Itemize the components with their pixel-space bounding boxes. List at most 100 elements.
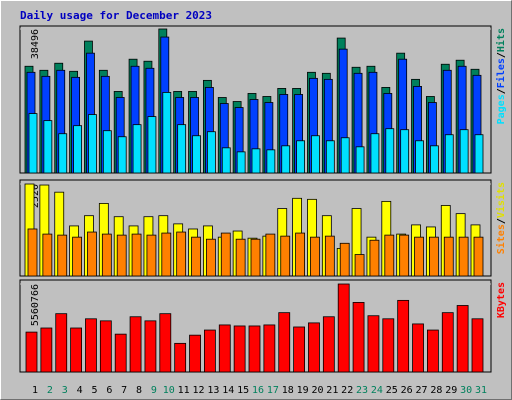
chart-title: Daily usage for December 2023: [20, 9, 212, 22]
bar: [57, 234, 68, 277]
bar: [28, 113, 38, 174]
bar: [352, 302, 365, 373]
x-tick-label: 7: [121, 385, 127, 396]
bar: [473, 236, 484, 277]
y-tick-label: 5560766: [30, 284, 41, 326]
x-tick-label: 15: [237, 385, 249, 396]
x-tick-label: 12: [193, 385, 205, 396]
x-tick-label: 2: [47, 385, 53, 396]
bar: [72, 236, 82, 277]
legend: Pages/Files/Hits: [495, 28, 507, 124]
bar: [322, 316, 335, 373]
x-tick-label: 26: [401, 385, 413, 396]
bar: [248, 325, 261, 373]
bar: [428, 236, 439, 277]
bar: [385, 128, 395, 174]
bar: [132, 124, 142, 174]
bar: [456, 305, 469, 373]
bar: [58, 133, 68, 174]
bar: [265, 233, 276, 277]
bar: [146, 234, 157, 277]
bar: [429, 145, 439, 174]
x-tick-label: 11: [178, 385, 190, 396]
x-tick-label: 30: [460, 385, 472, 396]
bar: [340, 137, 350, 174]
x-tick-label: 17: [267, 385, 279, 396]
bar: [458, 236, 469, 277]
bar: [250, 238, 261, 277]
bar: [310, 236, 320, 277]
bar: [117, 136, 127, 174]
legend-separator: /: [496, 52, 507, 58]
bar: [251, 148, 261, 174]
bar: [220, 232, 231, 277]
bar: [27, 228, 38, 277]
bar: [161, 232, 172, 277]
x-tick-label: 1: [32, 385, 38, 396]
y-tick-label: 38496: [30, 29, 41, 59]
bar: [459, 129, 469, 174]
bar: [99, 320, 112, 373]
bar: [147, 116, 157, 174]
bar: [474, 134, 484, 174]
bar: [102, 130, 112, 174]
legend-entry: Files: [495, 58, 507, 88]
bar: [73, 125, 82, 174]
bar: [367, 315, 380, 373]
x-tick-label: 28: [430, 385, 442, 396]
bar: [174, 342, 187, 373]
x-tick-label: 19: [297, 385, 309, 396]
bar: [281, 145, 291, 174]
x-tick-label: 9: [151, 385, 157, 396]
legend-separator: /: [496, 218, 507, 224]
legend: Sites/Visits: [495, 182, 507, 254]
bar: [206, 131, 216, 174]
bar: [355, 146, 365, 174]
bar: [400, 129, 410, 174]
bar: [114, 333, 127, 373]
x-tick-label: 27: [416, 385, 428, 396]
bar: [412, 323, 424, 373]
bar: [25, 331, 38, 373]
bar: [397, 299, 410, 373]
bar: [471, 318, 484, 373]
x-tick-label: 10: [163, 385, 175, 396]
bar: [192, 135, 201, 174]
bar: [43, 120, 53, 174]
x-tick-label: 6: [106, 385, 112, 396]
bar: [177, 124, 187, 174]
bar: [337, 283, 350, 373]
bar: [414, 236, 424, 277]
bar: [263, 324, 276, 373]
bar: [70, 327, 82, 373]
x-tick-label: 16: [252, 385, 264, 396]
bar: [278, 312, 291, 373]
x-tick-label: 20: [311, 385, 323, 396]
bar: [295, 232, 306, 277]
bar: [324, 235, 335, 277]
x-tick-label: 5: [91, 385, 97, 396]
bar: [40, 327, 53, 373]
legend-entry: Visits: [495, 182, 507, 218]
bar: [235, 238, 246, 277]
bar: [293, 326, 306, 373]
legend-entry: KBytes: [496, 282, 507, 318]
bar: [443, 236, 454, 277]
bar: [42, 233, 53, 277]
bar: [382, 318, 395, 373]
bar: [87, 231, 97, 277]
bar: [203, 329, 216, 373]
bar: [266, 149, 276, 174]
bar: [159, 313, 172, 373]
bar: [384, 234, 395, 277]
x-tick-label: 29: [445, 385, 457, 396]
bar: [55, 313, 68, 373]
bar: [131, 233, 142, 277]
x-tick-label: 23: [356, 385, 368, 396]
x-tick-label: 3: [62, 385, 68, 396]
bar: [116, 234, 127, 277]
bar: [426, 329, 439, 373]
